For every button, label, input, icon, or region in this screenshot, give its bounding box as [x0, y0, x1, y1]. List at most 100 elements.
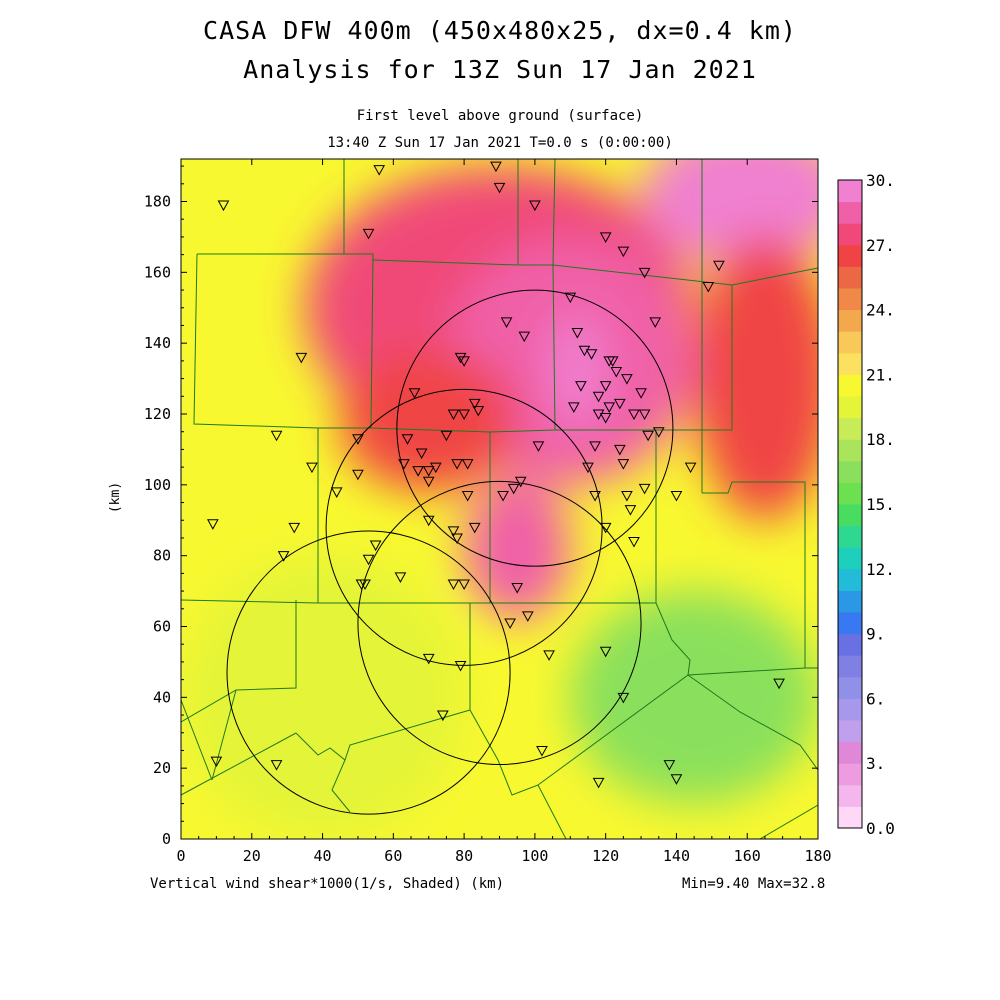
- station-marker: [617, 692, 630, 704]
- x-tick-label: 100: [521, 847, 548, 865]
- station-marker: [369, 540, 382, 552]
- x-tick-label: 180: [804, 847, 831, 865]
- colorbar-segment: [838, 396, 862, 419]
- colorbar-label: 12.: [866, 560, 895, 579]
- station-marker: [613, 398, 626, 410]
- station-marker: [447, 526, 460, 537]
- colorbar-segment: [838, 266, 862, 289]
- level-label: First level above ground (surface): [356, 108, 644, 124]
- colorbar-segment: [838, 417, 862, 440]
- station-marker: [638, 409, 651, 421]
- station-marker: [599, 522, 612, 534]
- colorbar-segment: [838, 655, 862, 678]
- colorbar-segment: [838, 612, 862, 635]
- station-marker: [599, 381, 612, 392]
- station-marker: [362, 554, 375, 566]
- station-marker: [773, 678, 785, 690]
- y-tick-label: 40: [153, 688, 171, 706]
- station-marker: [624, 505, 637, 516]
- colorbar-segment: [838, 374, 862, 397]
- y-tick-label: 60: [153, 618, 171, 636]
- station-marker: [217, 200, 230, 212]
- county-border: [489, 429, 556, 433]
- station-marker: [412, 466, 424, 477]
- colorbar-segment: [838, 720, 862, 743]
- x-tick-label: 160: [734, 847, 761, 865]
- station-marker: [352, 469, 364, 481]
- station-marker: [422, 653, 435, 665]
- county-border: [181, 600, 297, 723]
- colorbar-segment: [838, 331, 862, 354]
- station-marker: [670, 774, 683, 785]
- colorbar-segment: [838, 352, 862, 375]
- station-marker: [461, 459, 474, 470]
- station-marker: [451, 459, 463, 470]
- station-marker: [401, 434, 414, 445]
- station-marker: [454, 660, 467, 672]
- colorbar-segment: [838, 201, 862, 224]
- field-blob: [181, 555, 465, 839]
- x-tick-label: 120: [592, 847, 619, 865]
- x-tick-label: 40: [314, 847, 332, 865]
- station-marker: [518, 331, 531, 343]
- colorbar-segment: [838, 741, 862, 764]
- station-marker: [610, 367, 623, 378]
- map-title: CASA DFW 400m (450x480x25, dx=0.4 km): [203, 16, 797, 45]
- station-marker: [394, 572, 407, 583]
- colorbar-segment: [838, 784, 862, 807]
- x-tick-label: 20: [243, 847, 261, 865]
- shear-field: [181, 159, 818, 839]
- station-marker: [567, 402, 580, 413]
- station-marker: [415, 448, 428, 459]
- colorbar-segment: [838, 180, 862, 203]
- colorbar-segment: [838, 504, 862, 527]
- radar-range-ring: [396, 289, 674, 567]
- x-axis-label: Vertical wind shear*1000(1/s, Shaded) (k…: [150, 876, 505, 892]
- colorbar-label: 0.0: [866, 819, 895, 838]
- colorbar: 30. 27. 24. 21. 18. 15. 12. 9. 6. 3. 0.0: [837, 171, 895, 838]
- station-marker: [447, 579, 460, 591]
- county-border: [702, 481, 818, 669]
- radar-range-rings: [226, 289, 674, 815]
- station-marker: [582, 462, 594, 474]
- field-blob: [694, 237, 818, 521]
- station-marker: [500, 317, 513, 328]
- station-markers: [207, 161, 785, 789]
- station-marker: [461, 490, 474, 502]
- station-marker: [635, 388, 647, 399]
- county-border: [687, 674, 818, 771]
- station-marker: [529, 200, 541, 212]
- station-marker: [458, 409, 470, 421]
- station-marker: [603, 402, 616, 413]
- radar-range-ring: [226, 530, 511, 815]
- station-marker: [362, 228, 375, 240]
- station-marker: [458, 579, 470, 591]
- station-marker: [585, 349, 598, 360]
- colorbar-segment: [838, 223, 862, 246]
- station-marker: [670, 490, 683, 502]
- y-tick-label: 180: [144, 193, 171, 211]
- station-marker: [210, 756, 223, 768]
- colorbar-label: 6.: [866, 689, 885, 708]
- station-marker: [589, 441, 601, 452]
- station-marker: [408, 388, 421, 399]
- station-marker: [599, 232, 612, 243]
- county-border: [759, 804, 818, 839]
- colorbar-frame: [837, 179, 863, 829]
- station-marker: [628, 537, 640, 548]
- y-tick-label: 100: [144, 476, 171, 494]
- station-marker: [454, 352, 467, 364]
- station-marker: [306, 462, 318, 474]
- colorbar-segment: [838, 698, 862, 721]
- county-border: [193, 253, 319, 429]
- field-blob: [549, 314, 606, 429]
- station-marker: [511, 583, 524, 594]
- field-blob: [464, 477, 571, 620]
- colorbar-segment: [838, 460, 862, 483]
- station-marker: [638, 483, 651, 495]
- county-border: [181, 430, 657, 604]
- station-marker: [458, 356, 470, 367]
- station-marker: [628, 409, 640, 421]
- station-marker: [536, 745, 548, 757]
